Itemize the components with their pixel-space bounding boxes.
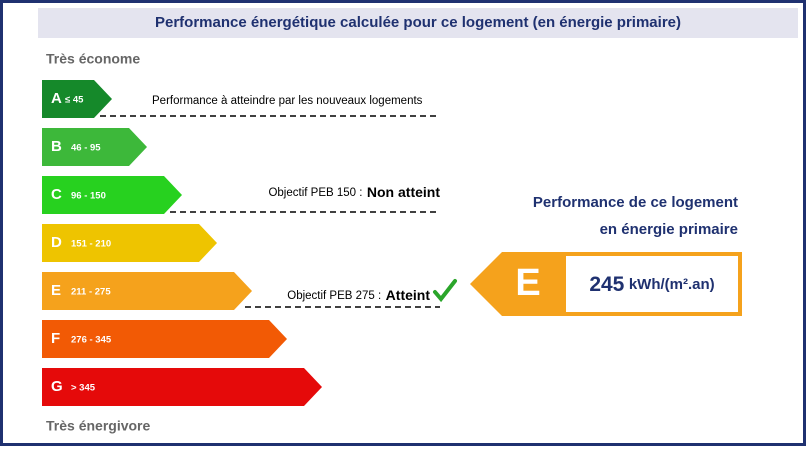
class-range: 276 - 345 xyxy=(71,335,112,346)
note-status: Non atteint xyxy=(367,184,440,200)
class-letter: B xyxy=(51,138,62,155)
result-class: E xyxy=(515,262,540,304)
class-arrow xyxy=(42,368,322,406)
bottom-label: Très énergivore xyxy=(46,418,150,434)
top-label: Très économe xyxy=(46,51,140,67)
class-range: 46 - 95 xyxy=(71,143,101,154)
result-box xyxy=(566,256,738,312)
note: Objectif PEB 150 : Non atteint xyxy=(268,184,440,202)
class-range: ≤ 45 xyxy=(65,95,84,106)
class-arrow xyxy=(42,128,147,166)
note: Performance à atteindre par les nouveaux… xyxy=(152,95,423,107)
header-band xyxy=(38,8,798,38)
class-letter: D xyxy=(51,234,62,251)
class-arrow xyxy=(42,224,217,262)
result-title: en énergie primaire xyxy=(600,221,738,238)
class-range: 96 - 150 xyxy=(71,191,106,202)
class-letter: F xyxy=(51,330,60,347)
result-title: Performance de ce logement xyxy=(533,194,738,211)
note-status: Atteint xyxy=(386,287,431,303)
unit: kWh/(m².an) xyxy=(629,276,715,293)
class-letter: A xyxy=(51,90,62,107)
class-arrow xyxy=(42,320,287,358)
check-icon xyxy=(433,279,457,303)
class-arrow xyxy=(42,80,112,118)
class-letter: E xyxy=(51,282,61,299)
note: Objectif PEB 275 : Atteint xyxy=(287,287,430,305)
class-range: > 345 xyxy=(71,383,96,394)
header-title: Performance énergétique calculée pour ce… xyxy=(155,14,681,31)
class-arrow xyxy=(42,272,252,310)
value: 245 xyxy=(589,273,624,296)
class-letter: G xyxy=(51,378,63,395)
class-letter: C xyxy=(51,186,62,203)
result-value: 245 kWh/(m².an) xyxy=(589,273,714,296)
class-arrow xyxy=(42,176,182,214)
class-range: 211 - 275 xyxy=(71,287,111,298)
note-prefix: Objectif PEB 275 : xyxy=(287,290,381,302)
note-prefix: Objectif PEB 150 : xyxy=(268,187,362,199)
class-range: 151 - 210 xyxy=(71,239,111,250)
